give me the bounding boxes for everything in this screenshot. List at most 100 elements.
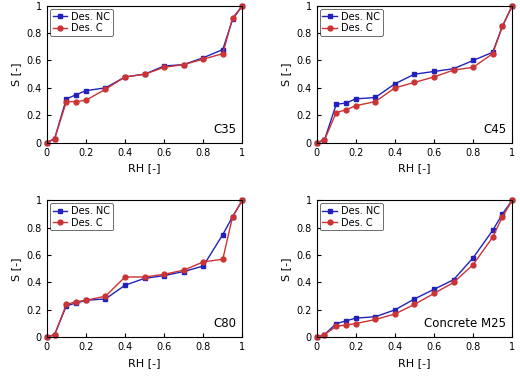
- Des. NC: [392, 81, 398, 86]
- Des. C: [51, 332, 58, 337]
- Des. NC: [200, 264, 206, 268]
- Des. NC: [333, 321, 340, 326]
- Des. NC: [499, 24, 505, 28]
- Des. NC: [122, 75, 128, 79]
- Des. NC: [470, 255, 476, 260]
- Des. C: [219, 257, 226, 262]
- Des. C: [51, 136, 58, 141]
- Des. C: [333, 110, 340, 115]
- Des. NC: [353, 316, 359, 320]
- Text: C80: C80: [214, 318, 237, 330]
- Des. C: [239, 3, 245, 8]
- Des. NC: [83, 298, 89, 302]
- Des. NC: [411, 297, 418, 301]
- Des. NC: [431, 287, 437, 291]
- Des. NC: [509, 3, 515, 8]
- Line: Des. C: Des. C: [44, 198, 245, 340]
- Des. C: [200, 260, 206, 264]
- Des. NC: [411, 72, 418, 77]
- Des. NC: [489, 50, 496, 55]
- Des. C: [73, 99, 79, 104]
- Des. C: [353, 321, 359, 326]
- Des. NC: [161, 273, 167, 278]
- Des. C: [509, 3, 515, 8]
- Des. C: [499, 215, 505, 219]
- Des. NC: [489, 228, 496, 233]
- Des. C: [499, 24, 505, 28]
- Des. NC: [499, 212, 505, 216]
- Des. NC: [239, 3, 245, 8]
- Des. C: [161, 65, 167, 70]
- Des. NC: [44, 335, 50, 340]
- Des. C: [239, 198, 245, 202]
- Des. C: [229, 16, 236, 20]
- Des. NC: [333, 102, 340, 106]
- Des. NC: [321, 332, 328, 337]
- Des. C: [180, 62, 187, 67]
- Des. C: [372, 99, 379, 104]
- Des. NC: [44, 141, 50, 145]
- Des. NC: [321, 138, 328, 142]
- Y-axis label: S [-]: S [-]: [281, 257, 291, 280]
- Des. C: [141, 72, 148, 77]
- Des. NC: [229, 17, 236, 22]
- Des. C: [63, 99, 70, 104]
- Line: Des. C: Des. C: [44, 3, 245, 145]
- Y-axis label: S [-]: S [-]: [11, 63, 21, 86]
- Des. NC: [102, 297, 109, 301]
- Des. NC: [239, 198, 245, 202]
- Des. C: [411, 80, 418, 85]
- Des. C: [450, 280, 457, 285]
- Des. C: [470, 65, 476, 70]
- Des. NC: [372, 315, 379, 319]
- Line: Des. NC: Des. NC: [314, 198, 515, 340]
- Des. NC: [450, 66, 457, 71]
- Des. NC: [343, 319, 349, 323]
- Des. C: [392, 86, 398, 90]
- Legend: Des. NC, Des. C: Des. NC, Des. C: [320, 203, 383, 230]
- Des. NC: [102, 86, 109, 90]
- Des. NC: [450, 277, 457, 282]
- X-axis label: RH [-]: RH [-]: [398, 163, 431, 173]
- Des. NC: [314, 335, 320, 340]
- X-axis label: RH [-]: RH [-]: [398, 358, 431, 368]
- Des. NC: [372, 95, 379, 100]
- Des. C: [229, 215, 236, 219]
- Line: Des. C: Des. C: [314, 3, 515, 145]
- Des. NC: [229, 215, 236, 219]
- Des. C: [333, 324, 340, 329]
- X-axis label: RH [-]: RH [-]: [128, 163, 161, 173]
- Des. NC: [180, 269, 187, 274]
- Des. C: [141, 275, 148, 279]
- Des. NC: [219, 232, 226, 237]
- Des. C: [411, 302, 418, 307]
- Des. NC: [161, 64, 167, 68]
- Des. C: [509, 198, 515, 202]
- Des. C: [44, 141, 50, 145]
- Text: C35: C35: [214, 123, 237, 136]
- Des. NC: [73, 301, 79, 305]
- Des. C: [321, 138, 328, 142]
- Des. C: [314, 335, 320, 340]
- Des. NC: [470, 58, 476, 63]
- Line: Des. C: Des. C: [314, 198, 515, 340]
- Des. NC: [51, 136, 58, 141]
- Des. C: [63, 302, 70, 307]
- Des. NC: [219, 47, 226, 52]
- Des. NC: [392, 308, 398, 312]
- Des. C: [392, 312, 398, 316]
- Des. NC: [51, 332, 58, 337]
- Des. C: [161, 272, 167, 277]
- Y-axis label: S [-]: S [-]: [11, 257, 21, 280]
- Legend: Des. NC, Des. C: Des. NC, Des. C: [50, 203, 113, 230]
- Des. NC: [353, 97, 359, 101]
- Des. C: [102, 294, 109, 299]
- Des. C: [219, 52, 226, 56]
- Des. C: [343, 323, 349, 327]
- Line: Des. NC: Des. NC: [44, 198, 245, 340]
- Legend: Des. NC, Des. C: Des. NC, Des. C: [320, 9, 383, 36]
- Des. C: [372, 317, 379, 322]
- Des. NC: [122, 283, 128, 288]
- Des. C: [122, 75, 128, 79]
- Des. NC: [343, 101, 349, 105]
